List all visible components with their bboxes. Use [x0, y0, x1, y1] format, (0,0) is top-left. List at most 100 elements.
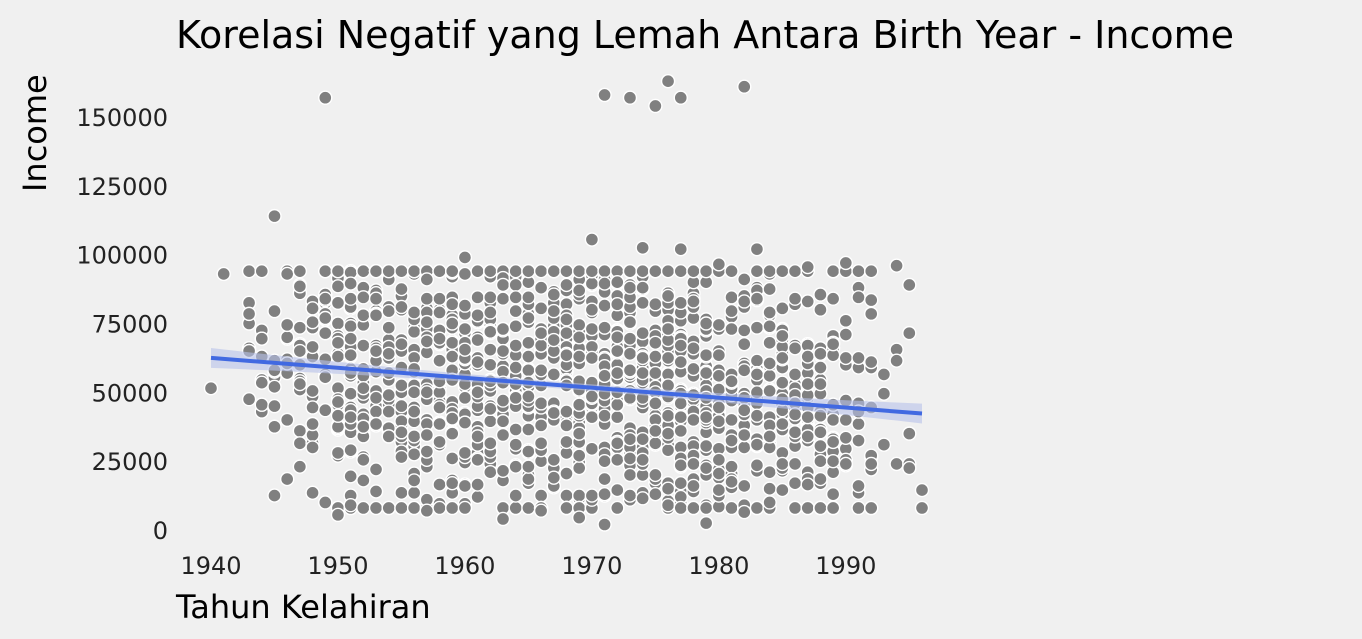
scatter-point	[521, 471, 536, 487]
scatter-point	[749, 353, 765, 368]
scatter-point	[597, 87, 612, 103]
scatter-point	[457, 342, 473, 357]
scatter-point	[749, 320, 765, 335]
scatter-point	[571, 349, 587, 364]
scatter-point	[622, 451, 638, 466]
scatter-point	[711, 317, 727, 333]
scatter-point	[457, 478, 473, 494]
scatter-point	[775, 456, 790, 472]
scatter-point	[597, 320, 612, 335]
scatter-point	[533, 325, 549, 341]
scatter-point	[292, 320, 308, 335]
scatter-point	[876, 437, 892, 452]
scatter-point	[330, 445, 346, 461]
scatter-point	[318, 310, 333, 326]
scatter-point	[368, 462, 384, 477]
scatter-point	[432, 353, 447, 368]
scatter-point	[813, 471, 828, 487]
scatter-point	[483, 342, 498, 357]
scatter-point	[787, 263, 803, 279]
scatter-point	[635, 325, 650, 341]
scatter-point	[419, 444, 435, 459]
scatter-point	[483, 290, 498, 305]
scatter-point	[762, 319, 777, 334]
scatter-point	[343, 291, 358, 306]
scatter-point	[508, 360, 523, 375]
scatter-point	[521, 349, 536, 364]
scatter-point	[521, 389, 536, 404]
scatter-point	[521, 459, 536, 474]
scatter-point	[330, 263, 346, 279]
scatter-point	[343, 409, 358, 425]
scatter-point	[686, 263, 701, 279]
scatter-point	[635, 365, 650, 381]
x-tick-label: 1950	[307, 552, 368, 580]
scatter-point	[825, 263, 841, 279]
scatter-point	[521, 263, 536, 279]
scatter-point	[406, 473, 422, 488]
scatter-point	[445, 263, 460, 279]
scatter-point	[584, 488, 600, 503]
scatter-point	[330, 349, 346, 364]
scatter-point	[851, 350, 866, 366]
scatter-point	[356, 452, 371, 467]
scatter-point	[610, 500, 625, 516]
scatter-point	[305, 314, 320, 330]
scatter-point	[660, 442, 676, 458]
scatter-point	[864, 354, 879, 370]
scatter-point	[889, 353, 904, 368]
scatter-point	[483, 414, 498, 429]
scatter-point	[686, 456, 701, 472]
scatter-point	[635, 452, 650, 467]
scatter-point	[559, 263, 574, 279]
scatter-point	[406, 385, 422, 400]
scatter-point	[800, 376, 815, 392]
scatter-point	[775, 263, 790, 279]
scatter-point	[356, 473, 371, 488]
scatter-point	[813, 500, 828, 516]
scatter-point	[813, 302, 828, 317]
scatter-point	[394, 299, 409, 315]
scatter-point	[775, 482, 790, 498]
scatter-point	[305, 485, 320, 501]
y-tick-label: 125000	[76, 173, 168, 201]
scatter-point	[787, 291, 803, 306]
scatter-point	[343, 498, 358, 513]
scatter-point	[724, 290, 739, 305]
scatter-point	[864, 263, 879, 279]
scatter-point	[635, 263, 650, 279]
scatter-point	[318, 90, 333, 105]
scatter-point	[698, 365, 714, 381]
scatter-point	[279, 266, 295, 282]
scatter-point	[330, 408, 346, 423]
scatter-point	[825, 291, 841, 306]
scatter-point	[686, 478, 701, 494]
scatter-point	[445, 475, 460, 491]
scatter-point	[533, 396, 549, 411]
scatter-point	[368, 404, 384, 419]
scatter-point	[495, 463, 511, 479]
scatter-point	[368, 500, 384, 516]
y-tick-label: 0	[153, 517, 168, 545]
scatter-point	[825, 487, 841, 502]
scatter-point	[787, 367, 803, 382]
scatter-point	[483, 357, 498, 372]
scatter-point	[470, 452, 485, 467]
scatter-point	[279, 471, 295, 487]
scatter-point	[673, 263, 688, 279]
scatter-point	[610, 343, 625, 359]
scatter-point	[292, 436, 308, 451]
scatter-point	[711, 400, 727, 415]
scatter-point	[673, 241, 688, 257]
scatter-points	[203, 74, 930, 532]
scatter-point	[267, 303, 282, 319]
scatter-point	[584, 232, 600, 247]
scatter-point	[838, 327, 854, 342]
scatter-point	[394, 378, 409, 393]
scatter-point	[419, 427, 435, 443]
scatter-point	[432, 305, 447, 320]
scatter-point	[597, 298, 612, 313]
scatter-point	[546, 452, 562, 467]
scatter-point	[648, 297, 663, 312]
scatter-point	[368, 263, 384, 279]
